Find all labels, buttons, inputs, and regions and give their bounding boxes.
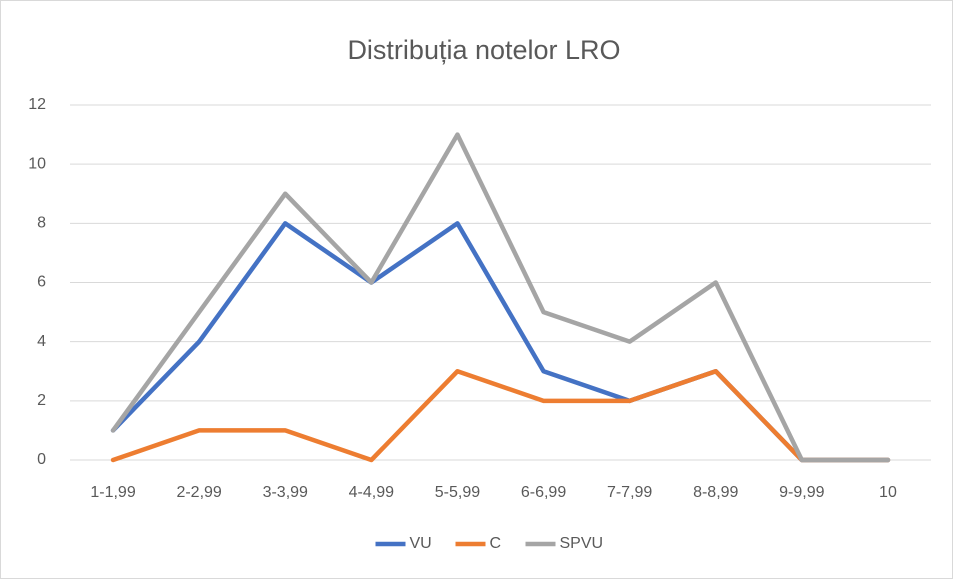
line-series: [110, 132, 891, 463]
x-tick-label: 2-2,99: [176, 484, 221, 501]
x-tick-label: 6-6,99: [521, 484, 566, 501]
y-tick-label: 8: [37, 215, 46, 232]
legend-label: VU: [410, 535, 432, 552]
x-tick-label: 8-8,99: [693, 484, 738, 501]
x-tick-label: 9-9,99: [779, 484, 824, 501]
y-tick-label: 6: [37, 274, 46, 291]
y-tick-label: 2: [37, 392, 46, 409]
y-tick-label: 0: [37, 451, 46, 468]
y-tick-label: 12: [28, 96, 46, 113]
y-tick-label: 10: [28, 155, 46, 172]
legend-label: C: [490, 535, 502, 552]
legend-label: SPVU: [560, 535, 604, 552]
x-tick-label: 3-3,99: [263, 484, 308, 501]
x-tick-label: 10: [879, 484, 897, 501]
x-tick-label: 5-5,99: [435, 484, 480, 501]
x-tick-label: 1-1,99: [90, 484, 135, 501]
y-tick-label: 4: [37, 333, 46, 350]
chart-title: Distribuția notelor LRO: [347, 35, 620, 65]
x-tick-label: 7-7,99: [607, 484, 652, 501]
line-series: [110, 369, 891, 463]
x-tick-label: 4-4,99: [349, 484, 394, 501]
